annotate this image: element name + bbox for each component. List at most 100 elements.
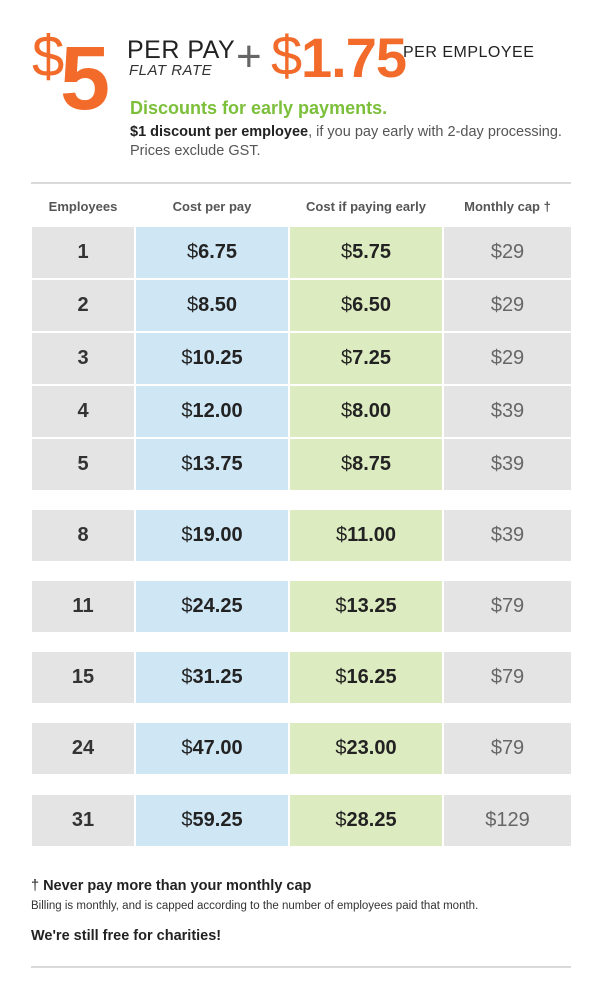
cell-cost-early: $8.00 xyxy=(290,386,442,437)
currency-symbol: $ xyxy=(181,595,193,617)
header-cost-per-pay: Cost per pay xyxy=(172,199,252,214)
cell-cost-early: $11.00 xyxy=(290,510,442,561)
cell-employees-value: 8 xyxy=(77,524,89,546)
cell-monthly-cap-value: 79 xyxy=(501,666,525,688)
cell-employees-value: 1 xyxy=(77,241,89,263)
cell-cost-per-pay-value: 31.25 xyxy=(192,666,243,688)
per-employee-amount: 1.75 xyxy=(301,26,407,89)
cell-cost-per-pay: $59.25 xyxy=(136,795,288,846)
cell-cost-early-value: 5.75 xyxy=(352,241,392,263)
cell-employees: 8 xyxy=(32,510,134,561)
currency-symbol: $ xyxy=(335,737,347,759)
cell-monthly-cap-value: 29 xyxy=(501,294,525,316)
cell-cost-per-pay: $13.75 xyxy=(136,439,288,490)
cell-employees: 1 xyxy=(32,227,134,278)
cell-cost-per-pay: $24.25 xyxy=(136,581,288,632)
currency-symbol: $ xyxy=(335,524,348,546)
table-row: 5 $13.75 $8.75 $39 xyxy=(32,439,571,490)
cell-monthly-cap-value: 39 xyxy=(501,400,525,422)
cell-cost-early-value: 6.50 xyxy=(352,294,392,316)
currency-symbol: $ xyxy=(186,241,199,263)
per-pay-label: PER PAY xyxy=(127,36,236,64)
currency-symbol: $ xyxy=(181,809,193,831)
cell-cost-per-pay: $19.00 xyxy=(136,510,288,561)
flat-rate-amount: 5 xyxy=(60,29,110,129)
currency-symbol: $ xyxy=(490,524,502,546)
header-cost-early: Cost if paying early xyxy=(306,199,426,214)
cell-cost-per-pay-value: 8.50 xyxy=(198,294,238,316)
cell-cost-early-value: 13.25 xyxy=(346,595,397,617)
cell-cost-early: $7.25 xyxy=(290,333,442,384)
cell-cost-per-pay: $31.25 xyxy=(136,652,288,703)
cell-cost-early-value: 23.00 xyxy=(346,737,397,759)
cell-cost-per-pay-value: 47.00 xyxy=(192,737,243,759)
cell-employees: 31 xyxy=(32,795,134,846)
cell-employees: 4 xyxy=(32,386,134,437)
currency-symbol: $ xyxy=(340,241,353,263)
table-row: 15 $31.25 $16.25 $79 xyxy=(32,652,571,703)
cell-cost-per-pay-value: 10.25 xyxy=(192,347,243,369)
currency-symbol: $ xyxy=(490,737,502,759)
flat-rate-label: FLAT RATE xyxy=(129,62,213,79)
header-employees: Employees xyxy=(48,199,118,214)
cell-cost-early-value: 16.25 xyxy=(346,666,397,688)
cell-monthly-cap: $29 xyxy=(444,280,571,331)
currency-symbol: $ xyxy=(490,400,502,422)
cell-monthly-cap-value: 79 xyxy=(501,595,525,617)
cell-cost-early: $6.50 xyxy=(290,280,442,331)
cell-employees: 5 xyxy=(32,439,134,490)
discount-bold-text: $1 discount per employee xyxy=(130,124,309,140)
monthly-cap-note: † Never pay more than your monthly cap xyxy=(31,878,571,894)
header-monthly-cap: Monthly cap † xyxy=(464,199,551,214)
cell-monthly-cap: $129 xyxy=(444,795,571,846)
cell-employees-value: 2 xyxy=(77,294,89,316)
discount-description: $1 discount per employee, if you pay ear… xyxy=(130,123,570,161)
cell-employees: 3 xyxy=(32,333,134,384)
cell-cost-per-pay-value: 59.25 xyxy=(192,809,243,831)
currency-symbol: $ xyxy=(335,666,347,688)
table-row: 1 $6.75 $5.75 $29 xyxy=(32,227,571,278)
cell-monthly-cap: $29 xyxy=(444,333,571,384)
currency-symbol: $ xyxy=(490,294,502,316)
currency-symbol: $ xyxy=(181,666,193,688)
currency-symbol: $ xyxy=(181,400,193,422)
cell-monthly-cap-value: 79 xyxy=(501,737,525,759)
monthly-cap-note-text: Never pay more than your monthly cap xyxy=(43,878,312,894)
currency-symbol: $ xyxy=(485,809,497,831)
cell-cost-per-pay: $12.00 xyxy=(136,386,288,437)
currency-symbol: $ xyxy=(490,241,502,263)
per-employee-label: PER EMPLOYEE xyxy=(403,44,535,61)
footer-notes: † Never pay more than your monthly cap Bi… xyxy=(31,878,571,944)
dagger-symbol: † xyxy=(31,878,40,894)
cell-employees-value: 31 xyxy=(71,809,95,831)
cell-cost-early-value: 8.75 xyxy=(352,453,392,475)
cell-cost-early: $13.25 xyxy=(290,581,442,632)
cell-monthly-cap: $29 xyxy=(444,227,571,278)
cell-monthly-cap: $39 xyxy=(444,510,571,561)
cell-cost-per-pay: $8.50 xyxy=(136,280,288,331)
cell-cost-per-pay-value: 6.75 xyxy=(198,241,238,263)
cell-employees-value: 3 xyxy=(77,347,89,369)
charity-note: We're still free for charities! xyxy=(31,928,222,944)
cell-monthly-cap-value: 39 xyxy=(501,524,525,546)
cell-cost-per-pay-value: 19.00 xyxy=(192,524,243,546)
currency-symbol: $ xyxy=(490,595,502,617)
flat-rate-dollar-sign: $ xyxy=(32,24,65,89)
plus-sign: + xyxy=(236,32,262,81)
discount-rest-text: , if you pay early with 2-day processing… xyxy=(130,124,562,159)
cell-cost-early-value: 11.00 xyxy=(347,524,397,546)
pricing-header: $ 5 PER PAY FLAT RATE + $ 1.75 PER EMPLO… xyxy=(30,22,570,125)
table-row: 11 $24.25 $13.25 $79 xyxy=(32,581,571,632)
table-row: 24 $47.00 $23.00 $79 xyxy=(32,723,571,774)
currency-symbol: $ xyxy=(340,453,353,475)
per-employee-dollar-sign: $ xyxy=(271,24,303,87)
cell-employees: 11 xyxy=(32,581,134,632)
currency-symbol: $ xyxy=(181,453,193,475)
cell-cost-per-pay-value: 13.75 xyxy=(192,453,243,475)
currency-symbol: $ xyxy=(340,400,353,422)
cell-cost-early-value: 7.25 xyxy=(352,347,392,369)
cell-cost-early: $28.25 xyxy=(290,795,442,846)
top-divider xyxy=(31,182,571,184)
cell-monthly-cap: $39 xyxy=(444,439,571,490)
currency-symbol: $ xyxy=(181,737,193,759)
